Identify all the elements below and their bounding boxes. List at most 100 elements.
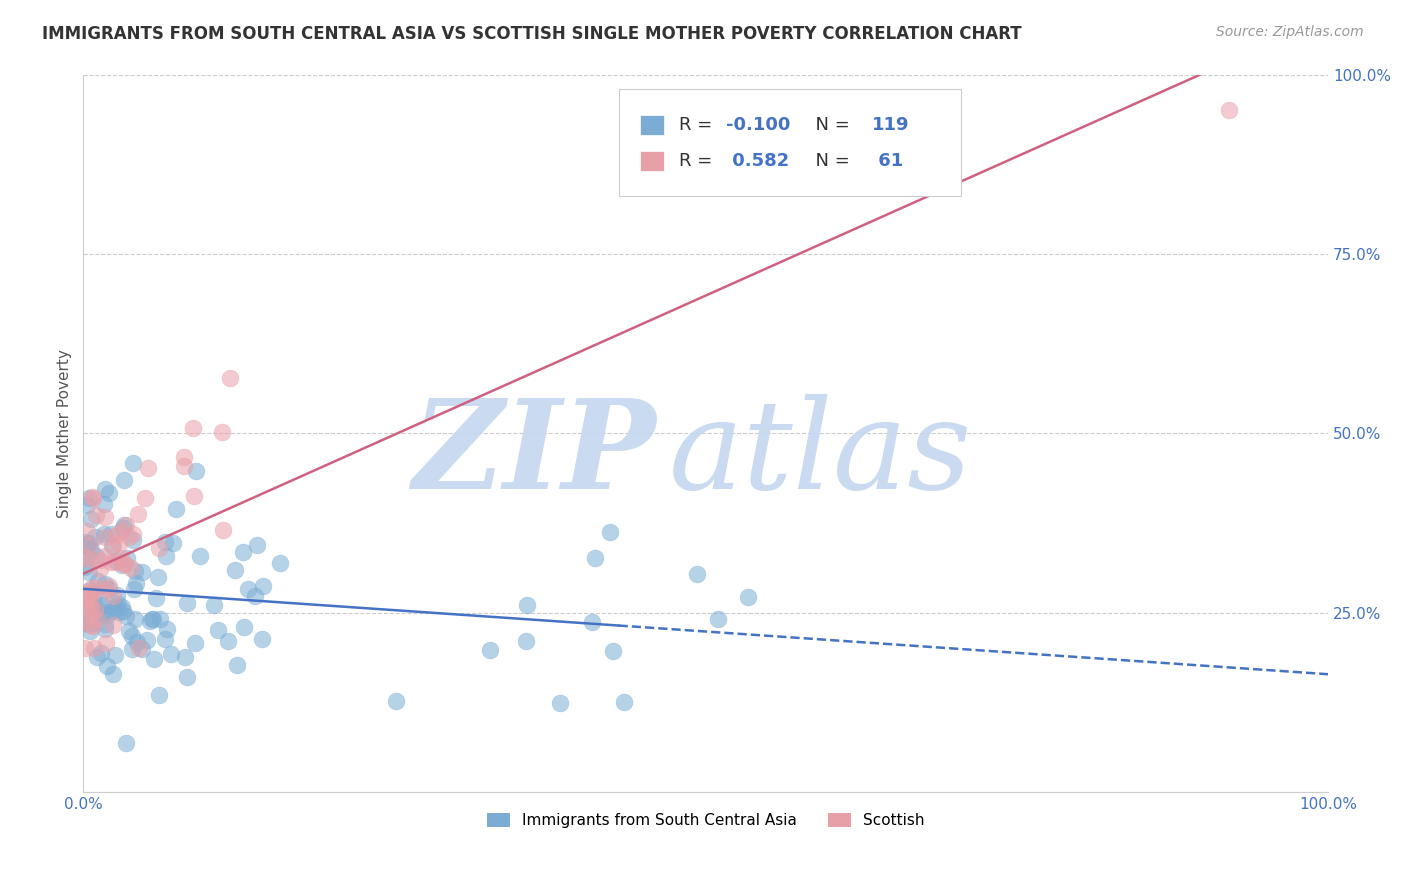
Point [73, 641, 96, 656]
Point [148, 688, 170, 702]
Point [121, 642, 143, 657]
Point [103, 590, 125, 604]
Point [110, 550, 132, 565]
Point [93, 530, 115, 544]
Point [131, 642, 153, 657]
Point [173, 450, 195, 465]
Text: 61: 61 [872, 152, 903, 169]
Point [108, 605, 131, 619]
Point [79, 618, 101, 632]
Point [91, 598, 114, 612]
Text: N =: N = [804, 152, 855, 169]
Point [103, 538, 125, 552]
Point [84, 508, 107, 522]
Point [104, 555, 127, 569]
Point [79, 582, 101, 597]
Point [153, 535, 176, 549]
Point [77, 565, 100, 579]
Point [98, 486, 121, 500]
Point [93, 527, 115, 541]
Point [141, 612, 163, 626]
Point [125, 635, 148, 649]
Point [110, 524, 132, 538]
Point [142, 612, 165, 626]
Point [86, 611, 108, 625]
Point [75, 591, 97, 605]
Point [73, 534, 96, 549]
Point [105, 588, 128, 602]
Point [89, 562, 111, 576]
Point [136, 632, 159, 647]
Point [125, 576, 148, 591]
Point [100, 527, 122, 541]
Point [107, 597, 129, 611]
Point [76, 524, 98, 538]
Point [218, 371, 240, 385]
Point [79, 591, 101, 606]
Point [384, 694, 406, 708]
Point [93, 483, 115, 497]
Point [86, 581, 108, 595]
Point [83, 597, 105, 611]
Point [75, 584, 97, 599]
Point [122, 526, 145, 541]
Point [112, 518, 135, 533]
Point [80, 542, 103, 557]
Point [94, 577, 117, 591]
Point [111, 600, 134, 615]
Point [86, 649, 108, 664]
Point [685, 567, 707, 582]
Point [84, 586, 107, 600]
Point [84, 530, 107, 544]
Point [80, 601, 103, 615]
Point [148, 541, 170, 555]
Point [105, 599, 128, 614]
Y-axis label: Single Mother Poverty: Single Mother Poverty [58, 349, 72, 517]
Point [89, 553, 111, 567]
Point [84, 549, 107, 564]
Text: R =: R = [679, 152, 718, 169]
Point [93, 549, 115, 564]
FancyBboxPatch shape [619, 89, 960, 196]
Point [707, 612, 730, 626]
Point [181, 421, 204, 435]
Point [94, 582, 117, 596]
Point [515, 634, 537, 648]
Point [252, 579, 274, 593]
Point [139, 614, 162, 628]
Point [87, 606, 110, 620]
Point [80, 615, 103, 630]
Point [75, 549, 97, 564]
Point [77, 552, 100, 566]
Point [124, 612, 146, 626]
Point [160, 648, 183, 662]
Text: N =: N = [804, 116, 855, 134]
Legend: Immigrants from South Central Asia, Scottish: Immigrants from South Central Asia, Scot… [481, 807, 931, 835]
Point [226, 658, 249, 673]
Point [184, 636, 207, 650]
Point [76, 498, 98, 512]
Point [131, 565, 153, 579]
Point [243, 589, 266, 603]
Point [93, 509, 115, 524]
Point [82, 491, 104, 505]
Point [94, 636, 117, 650]
Point [183, 489, 205, 503]
Point [98, 579, 121, 593]
Point [1218, 103, 1240, 118]
Point [79, 538, 101, 552]
Point [76, 590, 98, 604]
Point [120, 561, 142, 575]
Point [162, 536, 184, 550]
Point [79, 491, 101, 506]
Point [583, 551, 606, 566]
Point [101, 667, 124, 681]
Point [155, 549, 177, 563]
Point [76, 538, 98, 552]
Point [73, 616, 96, 631]
Point [76, 614, 98, 628]
Point [479, 643, 502, 657]
Point [114, 557, 136, 571]
Point [80, 512, 103, 526]
Point [202, 599, 225, 613]
